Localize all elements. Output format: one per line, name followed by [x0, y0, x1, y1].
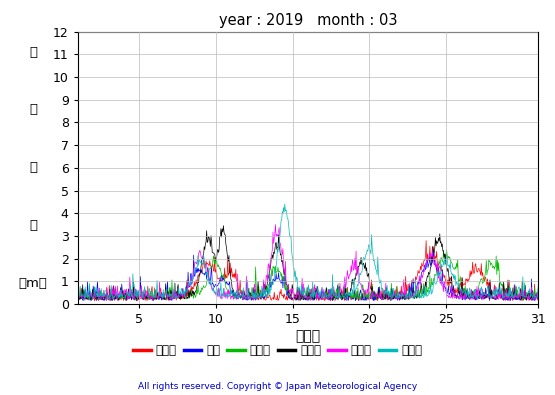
X-axis label: （日）: （日） — [295, 329, 321, 343]
Text: 有: 有 — [29, 45, 37, 58]
Text: （m）: （m） — [19, 277, 48, 290]
Text: 波: 波 — [29, 162, 37, 174]
Text: All rights reserved. Copyright © Japan Meteorological Agency: All rights reserved. Copyright © Japan M… — [138, 382, 417, 391]
Text: 義: 義 — [29, 103, 37, 117]
Title: year : 2019   month : 03: year : 2019 month : 03 — [219, 13, 397, 28]
Text: 高: 高 — [29, 219, 37, 232]
Legend: 上ノ国, 唐桑, 石廘崎, 経ヶ山, 生月島, 屋久島: 上ノ国, 唐桑, 石廘崎, 経ヶ山, 生月島, 屋久島 — [128, 339, 427, 361]
